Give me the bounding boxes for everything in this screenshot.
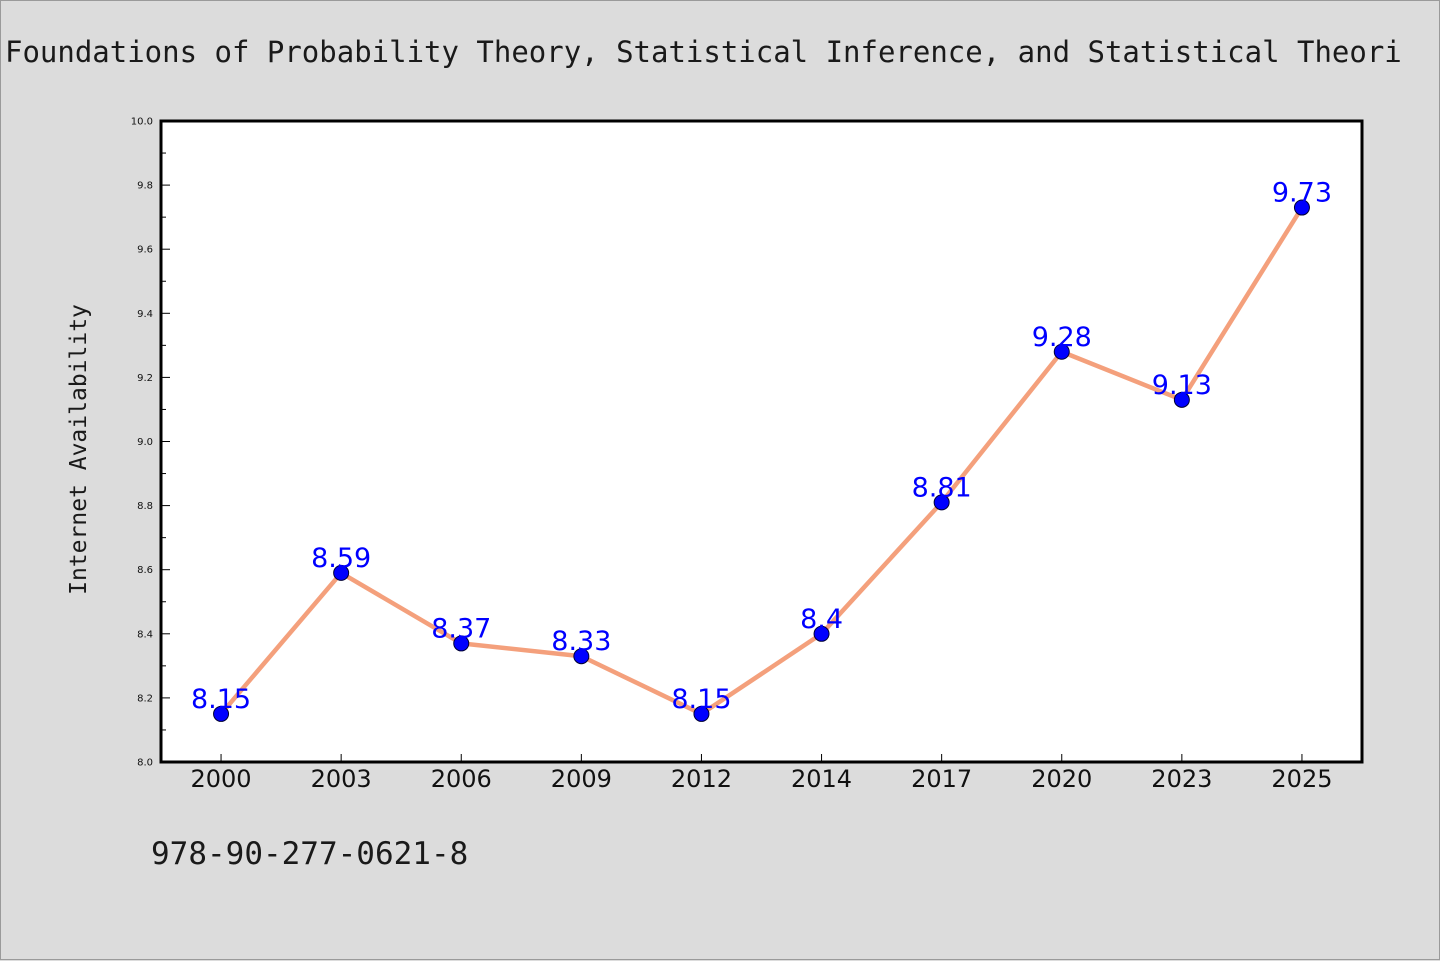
data-point bbox=[573, 648, 590, 665]
y-tick-label: 9.6 bbox=[137, 245, 153, 256]
data-label: 9.28 bbox=[1032, 322, 1092, 353]
data-point bbox=[333, 564, 350, 581]
data-point bbox=[1173, 391, 1190, 408]
y-tick-label: 8.0 bbox=[137, 758, 153, 769]
y-tick-label: 8.4 bbox=[137, 629, 153, 640]
y-axis: 8.0 8.2 8.4 8.6 8.8 9.0 9.2 9.4 9.6 9.8 10.0 bbox=[131, 117, 170, 769]
data-point bbox=[693, 705, 710, 722]
chart-subtitle: 978-90-277-0621-8 bbox=[151, 836, 469, 872]
plot-area bbox=[159, 119, 1364, 764]
series-line bbox=[219, 206, 1304, 717]
x-tick-label: 2003 bbox=[311, 765, 372, 793]
data-point bbox=[453, 635, 470, 652]
y-axis-label: Internet Availability bbox=[66, 304, 92, 595]
data-label: 8.81 bbox=[912, 472, 972, 503]
y-tick-label: 9.0 bbox=[137, 437, 153, 448]
x-tick-label: 2020 bbox=[1031, 765, 1092, 793]
x-tick-label: 2000 bbox=[191, 765, 252, 793]
y-tick-label: 8.8 bbox=[137, 501, 153, 512]
y-tick-label: 10.0 bbox=[131, 117, 153, 128]
y-tick-label: 8.2 bbox=[137, 693, 153, 704]
x-tick-label: 2025 bbox=[1271, 765, 1332, 793]
data-point bbox=[813, 625, 830, 642]
data-point bbox=[1293, 199, 1310, 216]
data-label: 8.15 bbox=[671, 684, 731, 715]
x-tick-label: 2009 bbox=[551, 765, 612, 793]
x-axis: 2000 2003 2006 2009 2012 2014 2017 2020 2023 2025 bbox=[191, 754, 1332, 793]
x-tick-label: 2006 bbox=[431, 765, 492, 793]
x-tick-label: 2023 bbox=[1151, 765, 1212, 793]
data-label: 8.33 bbox=[551, 626, 611, 657]
data-label: 8.4 bbox=[800, 604, 843, 635]
data-label: 8.37 bbox=[431, 613, 491, 644]
data-label: 9.13 bbox=[1152, 370, 1212, 401]
data-point bbox=[213, 705, 230, 722]
data-label: 8.59 bbox=[311, 543, 371, 574]
x-tick-label: 2017 bbox=[911, 765, 972, 793]
data-point bbox=[933, 494, 950, 511]
data-label: 8.15 bbox=[191, 684, 251, 715]
y-tick-label: 9.2 bbox=[137, 373, 153, 384]
chart-title: Foundations of Probability Theory, Stati… bbox=[5, 35, 1402, 69]
data-label: 9.73 bbox=[1272, 178, 1332, 209]
series-markers bbox=[213, 199, 1310, 722]
y-tick-label: 9.8 bbox=[137, 181, 153, 192]
y-tick-label: 8.6 bbox=[137, 565, 153, 576]
data-point bbox=[1053, 343, 1070, 360]
x-tick-label: 2012 bbox=[671, 765, 732, 793]
data-labels: 8.15 8.59 8.37 8.33 8.15 8.4 8.81 9.28 9.13 9.73 bbox=[191, 178, 1332, 715]
x-tick-label: 2014 bbox=[791, 765, 852, 793]
y-tick-label: 9.4 bbox=[137, 309, 153, 320]
